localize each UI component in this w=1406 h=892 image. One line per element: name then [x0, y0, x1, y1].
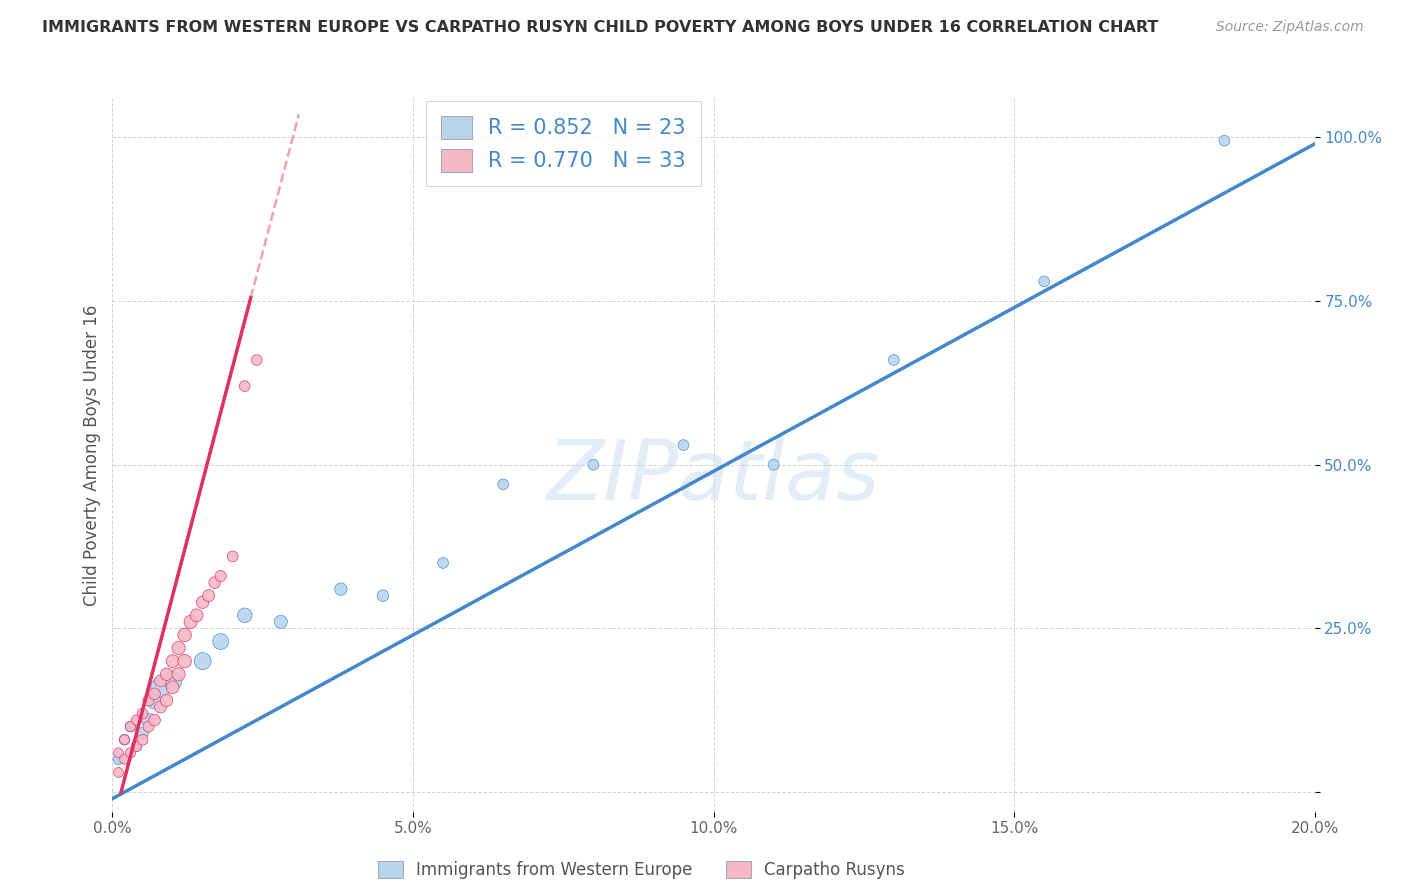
- Point: [143, 713, 166, 727]
- Point: [233, 608, 256, 623]
- Point: [180, 615, 202, 629]
- Point: [114, 752, 136, 766]
- Point: [270, 615, 292, 629]
- Point: [131, 706, 153, 721]
- Point: [120, 746, 142, 760]
- Point: [149, 673, 172, 688]
- Point: [143, 687, 166, 701]
- Point: [162, 654, 184, 668]
- Point: [155, 667, 177, 681]
- Legend: Immigrants from Western Europe, Carpatho Rusyns: Immigrants from Western Europe, Carpatho…: [371, 854, 911, 886]
- Point: [432, 556, 454, 570]
- Text: ZIPatlas: ZIPatlas: [547, 436, 880, 516]
- Point: [371, 589, 394, 603]
- Point: [131, 732, 153, 747]
- Point: [125, 739, 148, 754]
- Point: [162, 681, 184, 695]
- Point: [582, 458, 605, 472]
- Text: IMMIGRANTS FROM WESTERN EUROPE VS CARPATHO RUSYN CHILD POVERTY AMONG BOYS UNDER : IMMIGRANTS FROM WESTERN EUROPE VS CARPAT…: [42, 20, 1159, 35]
- Point: [149, 700, 172, 714]
- Point: [114, 732, 136, 747]
- Point: [329, 582, 352, 596]
- Point: [197, 589, 219, 603]
- Point: [167, 641, 190, 656]
- Point: [120, 720, 142, 734]
- Point: [155, 693, 177, 707]
- Text: Source: ZipAtlas.com: Source: ZipAtlas.com: [1216, 20, 1364, 34]
- Point: [167, 667, 190, 681]
- Point: [149, 681, 172, 695]
- Point: [138, 693, 160, 707]
- Point: [762, 458, 785, 472]
- Point: [191, 595, 214, 609]
- Point: [131, 726, 153, 740]
- Point: [173, 628, 195, 642]
- Point: [209, 634, 232, 648]
- Point: [233, 379, 256, 393]
- Point: [173, 654, 195, 668]
- Point: [107, 752, 129, 766]
- Point: [883, 353, 905, 368]
- Point: [204, 575, 226, 590]
- Point: [1213, 134, 1236, 148]
- Point: [138, 713, 160, 727]
- Point: [162, 673, 184, 688]
- Point: [222, 549, 245, 564]
- Point: [120, 720, 142, 734]
- Y-axis label: Child Poverty Among Boys Under 16: Child Poverty Among Boys Under 16: [83, 304, 101, 606]
- Point: [114, 732, 136, 747]
- Point: [125, 739, 148, 754]
- Point: [143, 693, 166, 707]
- Point: [246, 353, 269, 368]
- Point: [107, 746, 129, 760]
- Point: [186, 608, 208, 623]
- Point: [492, 477, 515, 491]
- Point: [125, 713, 148, 727]
- Point: [672, 438, 695, 452]
- Point: [191, 654, 214, 668]
- Point: [138, 720, 160, 734]
- Point: [107, 765, 129, 780]
- Point: [209, 569, 232, 583]
- Point: [1033, 275, 1056, 289]
